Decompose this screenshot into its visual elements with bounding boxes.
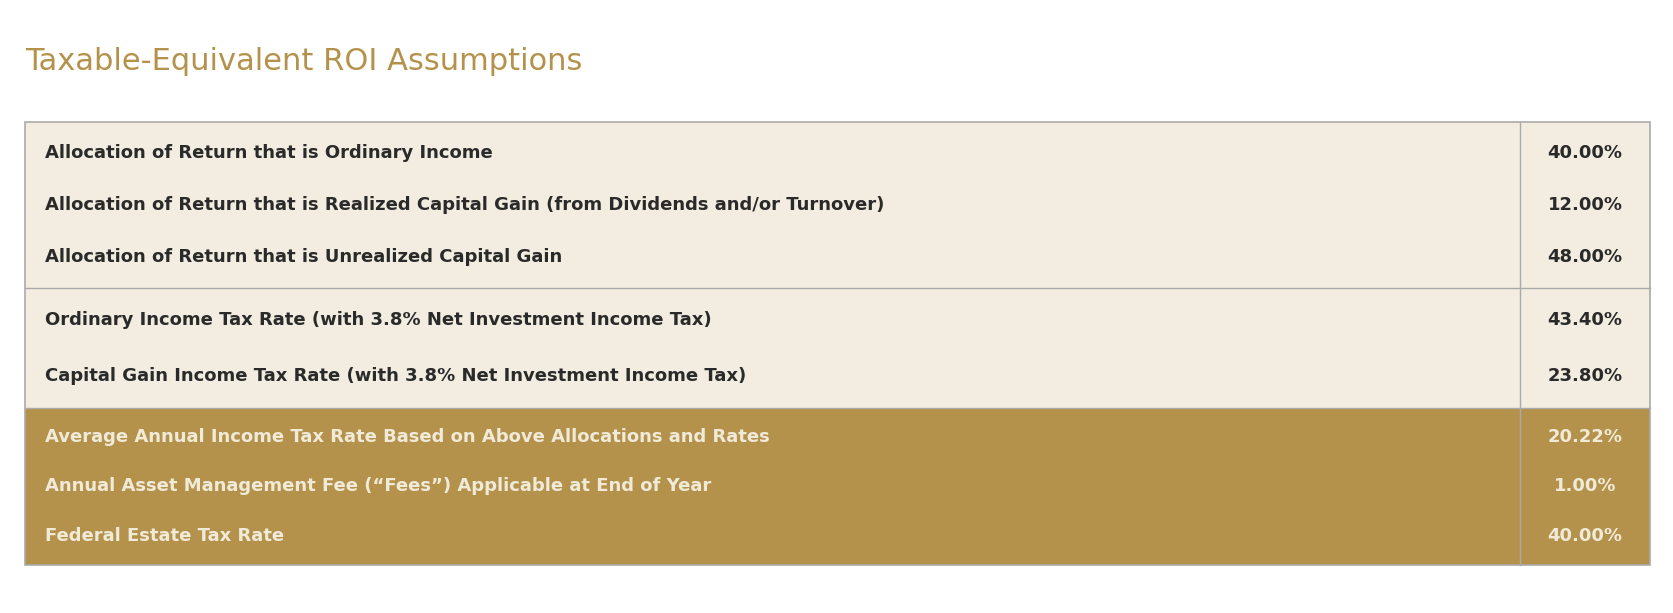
Text: 23.80%: 23.80% <box>1546 367 1621 385</box>
Text: Annual Asset Management Fee (“Fees”) Applicable at End of Year: Annual Asset Management Fee (“Fees”) App… <box>45 478 711 495</box>
Text: 40.00%: 40.00% <box>1546 144 1621 162</box>
Text: Capital Gain Income Tax Rate (with 3.8% Net Investment Income Tax): Capital Gain Income Tax Rate (with 3.8% … <box>45 367 746 385</box>
Text: Allocation of Return that is Ordinary Income: Allocation of Return that is Ordinary In… <box>45 144 492 162</box>
Text: 43.40%: 43.40% <box>1546 311 1621 329</box>
Text: 48.00%: 48.00% <box>1546 248 1621 266</box>
Text: Allocation of Return that is Unrealized Capital Gain: Allocation of Return that is Unrealized … <box>45 248 562 266</box>
Text: Federal Estate Tax Rate: Federal Estate Tax Rate <box>45 527 284 544</box>
Text: 1.00%: 1.00% <box>1553 478 1616 495</box>
Text: Ordinary Income Tax Rate (with 3.8% Net Investment Income Tax): Ordinary Income Tax Rate (with 3.8% Net … <box>45 311 711 329</box>
Text: 12.00%: 12.00% <box>1546 196 1621 214</box>
Text: 40.00%: 40.00% <box>1546 527 1621 544</box>
Text: Allocation of Return that is Realized Capital Gain (from Dividends and/or Turnov: Allocation of Return that is Realized Ca… <box>45 196 883 214</box>
Text: Average Annual Income Tax Rate Based on Above Allocations and Rates: Average Annual Income Tax Rate Based on … <box>45 428 770 446</box>
Text: Taxable-Equivalent ROI Assumptions: Taxable-Equivalent ROI Assumptions <box>25 47 582 77</box>
Text: 20.22%: 20.22% <box>1546 428 1621 446</box>
